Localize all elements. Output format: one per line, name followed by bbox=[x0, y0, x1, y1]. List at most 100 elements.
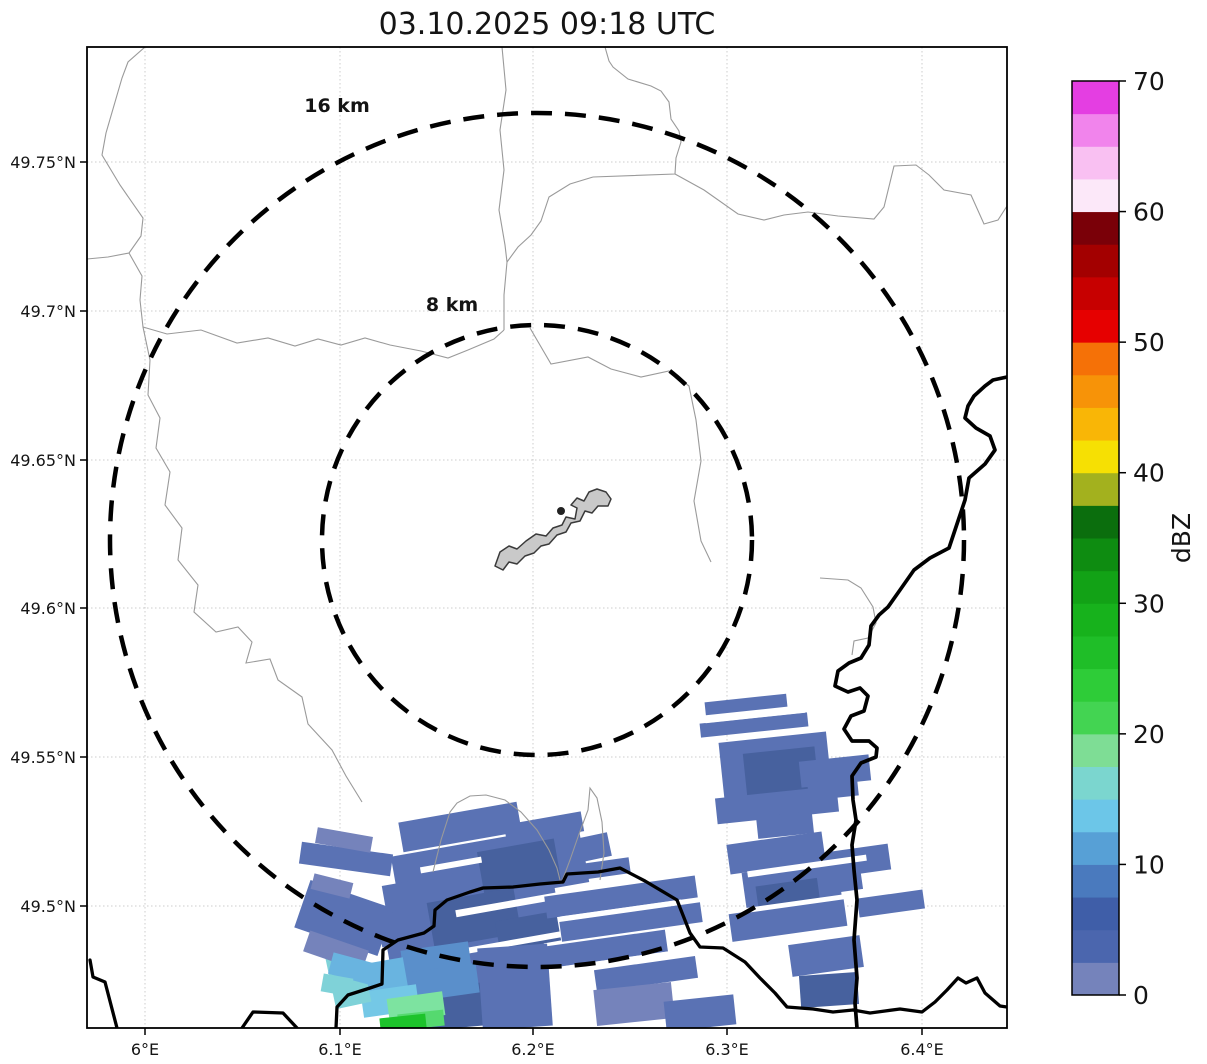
radar-echo-cell bbox=[477, 943, 553, 1028]
colorbar-band bbox=[1072, 635, 1119, 670]
x-tick-label: 6.1°E bbox=[318, 1040, 362, 1059]
colorbar-tick-label: 50 bbox=[1133, 328, 1165, 357]
admin-boundary-line bbox=[506, 176, 594, 263]
colorbar-band bbox=[1072, 374, 1119, 408]
colorbar-band bbox=[1072, 929, 1119, 963]
radar-echo-cell bbox=[544, 875, 698, 919]
radar-echo-cell bbox=[593, 956, 699, 992]
colorbar-tick-label: 40 bbox=[1133, 459, 1165, 488]
radar-echo-cell bbox=[419, 856, 483, 874]
radar-site-dot bbox=[557, 507, 565, 515]
map-frame bbox=[86, 46, 1008, 1029]
y-tick-label: 49.5°N bbox=[20, 897, 76, 916]
colorbar-band bbox=[1072, 799, 1119, 833]
radar-echo-cell bbox=[398, 801, 522, 853]
admin-boundary-line bbox=[87, 252, 130, 260]
colorbar-axis-label: dBZ bbox=[1167, 513, 1196, 563]
radar-echo-cell bbox=[310, 873, 354, 899]
colorbar-band bbox=[1072, 244, 1119, 278]
range-ring-label-8km: 8 km bbox=[426, 294, 478, 316]
admin-boundary-line bbox=[674, 164, 1007, 225]
country-border-line bbox=[88, 958, 119, 1028]
range-ring-8km bbox=[319, 322, 755, 758]
admin-boundary-line bbox=[560, 786, 605, 885]
y-tick-label: 49.55°N bbox=[10, 748, 76, 767]
x-tick-label: 6.2°E bbox=[511, 1040, 555, 1059]
radar-echo-cell bbox=[398, 962, 480, 1004]
y-tick-label: 49.7°N bbox=[20, 302, 76, 321]
colorbar: 0 10 20 30 40 50 60 70 dBZ bbox=[1071, 67, 1196, 1010]
colorbar-frame bbox=[1071, 80, 1120, 996]
radar-echo-cell bbox=[476, 838, 562, 894]
colorbar-tick-label: 10 bbox=[1133, 850, 1165, 879]
x-tick-label: 6°E bbox=[131, 1040, 159, 1059]
radar-echo-cell bbox=[455, 889, 573, 918]
colorbar-band bbox=[1072, 81, 1119, 115]
colorbar-tick-label: 20 bbox=[1133, 720, 1165, 749]
radar-echo-cell bbox=[503, 811, 585, 845]
radar-echo-cell bbox=[728, 898, 848, 942]
radar-echo-cell bbox=[327, 952, 379, 986]
radar-echo-cell bbox=[663, 994, 737, 1028]
colorbar-band bbox=[1072, 407, 1119, 441]
radar-echo-cell bbox=[560, 899, 682, 922]
colorbar-band bbox=[1072, 831, 1119, 865]
radar-echo-cell bbox=[550, 832, 612, 868]
country-border-line bbox=[334, 866, 855, 1028]
admin-boundary-line bbox=[819, 577, 877, 656]
colorbar-tick-label: 70 bbox=[1133, 67, 1165, 96]
y-tick-label: 49.65°N bbox=[10, 451, 76, 470]
country-border-line bbox=[851, 976, 1007, 1015]
colorbar-tick-label: 30 bbox=[1133, 589, 1165, 618]
colorbar-band bbox=[1072, 570, 1119, 604]
radar-echo-cell bbox=[747, 854, 867, 878]
y-tick-label: 49.6°N bbox=[20, 599, 76, 618]
colorbar-band bbox=[1072, 733, 1119, 767]
radar-echo-cell bbox=[856, 889, 926, 918]
radar-echo-cell bbox=[298, 841, 394, 877]
range-rings-layer bbox=[107, 110, 967, 970]
airport-outline bbox=[494, 488, 612, 571]
admin-boundary-line bbox=[142, 326, 505, 359]
colorbar-band bbox=[1072, 276, 1119, 310]
radar-echo-cell bbox=[559, 902, 703, 942]
radar-echo-cell bbox=[704, 706, 806, 724]
radar-echo-cell bbox=[544, 929, 668, 969]
plot-title: 03.10.2025 09:18 UTC bbox=[378, 7, 716, 42]
x-tick-label: 6.4°E bbox=[900, 1040, 944, 1059]
colorbar-band bbox=[1072, 962, 1119, 996]
y-tick-label: 49.75°N bbox=[10, 153, 76, 172]
colorbar-tick-label: 0 bbox=[1133, 981, 1149, 1010]
colorbar-band bbox=[1072, 897, 1119, 931]
colorbar-band bbox=[1072, 701, 1119, 735]
colorbar-band bbox=[1072, 766, 1119, 800]
x-tick-label: 6.3°E bbox=[705, 1040, 749, 1059]
radar-echo-cell bbox=[746, 894, 846, 913]
radar-echo-cell bbox=[704, 693, 788, 716]
airport-layer bbox=[494, 488, 612, 571]
admin-boundary-line bbox=[498, 47, 508, 330]
radar-echo-cell bbox=[559, 857, 631, 883]
colorbar-band bbox=[1072, 440, 1119, 474]
radar-echo-cell bbox=[788, 935, 864, 977]
radar-echo-cell bbox=[756, 811, 814, 839]
borders-layer bbox=[88, 375, 1007, 1028]
radar-echo-cell bbox=[699, 712, 809, 738]
range-ring-label-16km: 16 km bbox=[304, 95, 370, 117]
colorbar-band bbox=[1072, 538, 1119, 572]
radar-echo-cell bbox=[798, 972, 860, 1008]
radar-echo-cell bbox=[320, 973, 354, 997]
colorbar-band bbox=[1072, 309, 1119, 343]
radar-echo-cell bbox=[807, 777, 859, 801]
colorbar-band bbox=[1072, 668, 1119, 702]
admin-boundary-line bbox=[432, 794, 562, 885]
radar-echo-cell bbox=[593, 982, 675, 1026]
colorbar-band bbox=[1072, 178, 1119, 213]
river-line bbox=[833, 375, 1007, 1028]
colorbar-band bbox=[1072, 472, 1119, 506]
radar-echo-cell bbox=[742, 746, 820, 800]
colorbar-band bbox=[1072, 342, 1119, 376]
range-ring-16km bbox=[107, 110, 967, 970]
